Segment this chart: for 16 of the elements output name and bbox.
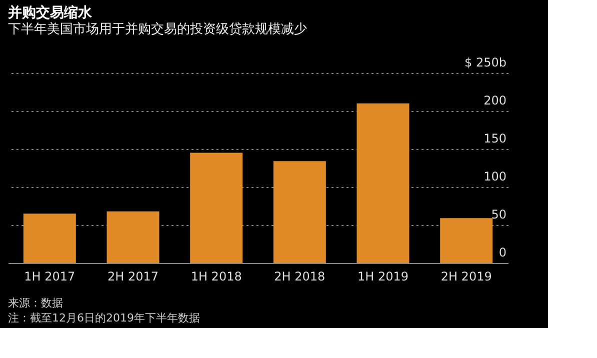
chart-subtitle: 下半年美国市场用于并购交易的投资级贷款规模减少 bbox=[8, 21, 307, 37]
y-tick-label: 150 bbox=[484, 132, 506, 146]
x-tick-label: 1H 2018 bbox=[190, 270, 242, 284]
source-note: 来源：数据 bbox=[8, 296, 63, 310]
text: 注：截至12月6日的2019年下半年数据 bbox=[8, 312, 200, 324]
x-tick-label: 1H 2017 bbox=[24, 270, 76, 284]
chart-title: 并购交易缩水 bbox=[7, 4, 93, 21]
x-tick-label: 1H 2019 bbox=[357, 270, 409, 284]
y-tick-label: $ 250b bbox=[464, 56, 506, 70]
y-tick-label: 100 bbox=[484, 170, 506, 184]
x-tick-label: 2H 2017 bbox=[107, 270, 159, 284]
y-tick-label: 50 bbox=[491, 208, 506, 222]
x-tick-label: 2H 2019 bbox=[440, 270, 492, 284]
y-tick-label: 200 bbox=[484, 94, 506, 108]
x-tick-label: 2H 2018 bbox=[274, 270, 326, 284]
y-tick-label: 0 bbox=[498, 246, 506, 260]
